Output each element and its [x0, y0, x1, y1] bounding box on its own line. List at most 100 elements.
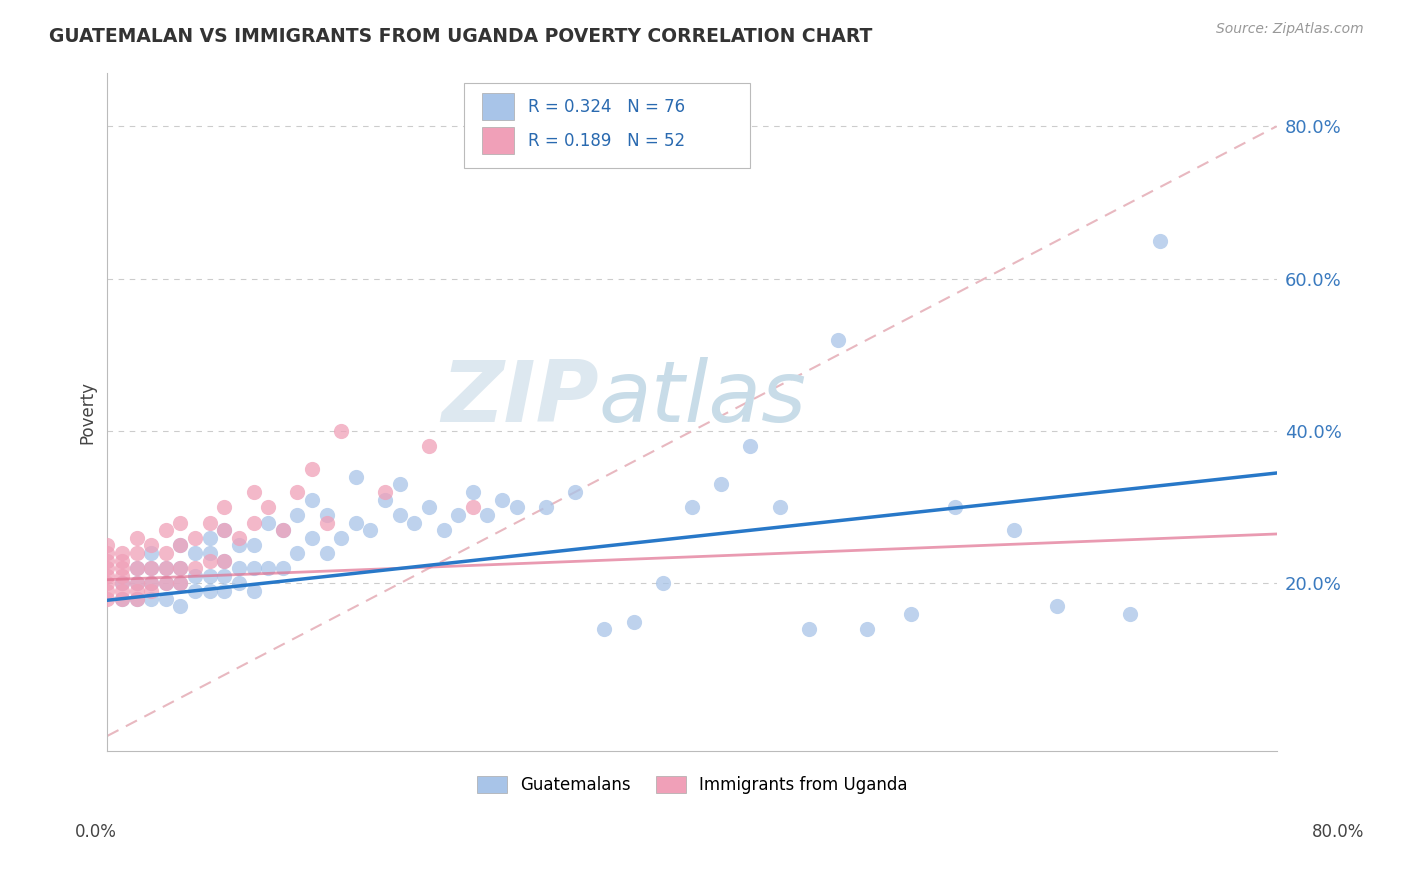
Point [141, 576, 163, 591]
Point [287, 546, 309, 560]
Text: 0.0%: 0.0% [75, 822, 117, 840]
Point [155, 561, 177, 575]
Point [505, 500, 527, 515]
Point [169, 576, 191, 591]
Point [461, 500, 484, 515]
Point [125, 561, 148, 575]
Point [184, 584, 207, 599]
Point [797, 622, 820, 636]
Point [169, 516, 191, 530]
Point [184, 546, 207, 560]
Point [374, 492, 396, 507]
Point [1119, 607, 1142, 621]
Point [301, 492, 323, 507]
Point [125, 591, 148, 606]
Point [242, 538, 264, 552]
Point [623, 615, 645, 629]
Point [141, 584, 163, 599]
Point [315, 516, 337, 530]
Point [96, 591, 118, 606]
Point [111, 591, 134, 606]
Point [287, 508, 309, 522]
Point [461, 485, 484, 500]
Point [169, 538, 191, 552]
Point [740, 439, 762, 453]
Bar [481, 94, 515, 120]
Point [125, 576, 148, 591]
Point [111, 584, 134, 599]
Point [96, 554, 118, 568]
Point [125, 591, 148, 606]
Point [330, 424, 353, 438]
Point [593, 622, 616, 636]
Point [287, 485, 309, 500]
Point [447, 508, 470, 522]
Point [96, 561, 118, 575]
Point [344, 516, 367, 530]
Text: atlas: atlas [599, 357, 807, 440]
Point [111, 546, 134, 560]
Point [330, 531, 353, 545]
Point [198, 516, 221, 530]
Point [125, 561, 148, 575]
Point [214, 523, 236, 537]
Point [198, 531, 221, 545]
Point [198, 569, 221, 583]
Point [271, 561, 294, 575]
Point [404, 516, 426, 530]
Point [141, 546, 163, 560]
FancyBboxPatch shape [464, 83, 751, 168]
Point [534, 500, 557, 515]
Point [198, 584, 221, 599]
Point [111, 561, 134, 575]
Point [432, 523, 454, 537]
Point [169, 599, 191, 614]
Point [169, 576, 191, 591]
Text: R = 0.324   N = 76: R = 0.324 N = 76 [529, 98, 685, 116]
Point [214, 500, 236, 515]
Point [344, 470, 367, 484]
Point [418, 500, 440, 515]
Point [141, 591, 163, 606]
Point [155, 576, 177, 591]
Point [271, 523, 294, 537]
Point [257, 561, 280, 575]
Point [169, 561, 191, 575]
Point [228, 576, 250, 591]
Point [184, 531, 207, 545]
Point [242, 561, 264, 575]
Point [827, 333, 849, 347]
Point [184, 569, 207, 583]
Point [710, 477, 733, 491]
Point [141, 538, 163, 552]
Point [900, 607, 922, 621]
Point [169, 538, 191, 552]
Point [141, 576, 163, 591]
Point [315, 508, 337, 522]
Point [242, 485, 264, 500]
Point [141, 561, 163, 575]
Point [125, 584, 148, 599]
Point [214, 584, 236, 599]
Legend: Guatemalans, Immigrants from Uganda: Guatemalans, Immigrants from Uganda [470, 769, 914, 800]
Point [856, 622, 879, 636]
Point [681, 500, 703, 515]
Y-axis label: Poverty: Poverty [79, 381, 96, 443]
Point [242, 584, 264, 599]
Point [155, 546, 177, 560]
Point [198, 546, 221, 560]
Point [228, 538, 250, 552]
Point [96, 576, 118, 591]
Point [301, 531, 323, 545]
Point [1002, 523, 1025, 537]
Point [96, 538, 118, 552]
Point [111, 554, 134, 568]
Point [1046, 599, 1069, 614]
Point [418, 439, 440, 453]
Point [155, 523, 177, 537]
Point [271, 523, 294, 537]
Point [111, 576, 134, 591]
Point [1149, 234, 1171, 248]
Bar [481, 128, 515, 154]
Text: R = 0.189   N = 52: R = 0.189 N = 52 [529, 132, 685, 150]
